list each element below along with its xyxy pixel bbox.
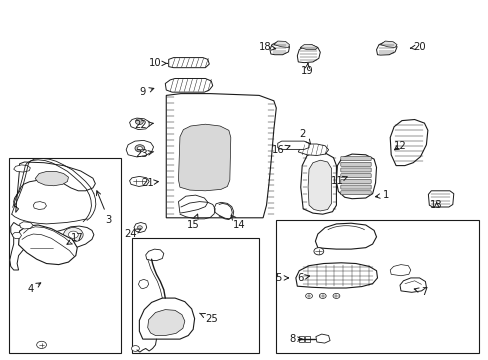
Circle shape	[63, 228, 83, 242]
Polygon shape	[269, 42, 289, 55]
Text: 2: 2	[298, 129, 310, 144]
Circle shape	[332, 293, 339, 298]
Polygon shape	[300, 152, 336, 214]
Polygon shape	[307, 160, 331, 211]
Polygon shape	[299, 336, 304, 342]
Bar	[276, 220, 478, 353]
Text: 23: 23	[135, 149, 153, 159]
Text: 24: 24	[124, 229, 141, 239]
Bar	[9, 158, 121, 353]
Bar	[132, 238, 259, 353]
FancyBboxPatch shape	[340, 157, 370, 161]
Text: 8: 8	[289, 334, 302, 344]
Polygon shape	[178, 195, 207, 213]
Circle shape	[37, 341, 46, 348]
Polygon shape	[297, 45, 320, 63]
Circle shape	[36, 243, 47, 252]
Text: 14: 14	[231, 215, 245, 230]
Polygon shape	[20, 222, 33, 229]
Circle shape	[137, 147, 142, 150]
Polygon shape	[389, 265, 410, 276]
Circle shape	[29, 239, 54, 257]
Text: 19: 19	[300, 63, 313, 76]
Polygon shape	[145, 249, 163, 261]
Text: 25: 25	[199, 313, 217, 324]
Polygon shape	[273, 41, 289, 48]
Polygon shape	[389, 120, 427, 166]
Polygon shape	[298, 144, 328, 156]
Polygon shape	[134, 222, 146, 233]
Polygon shape	[126, 140, 153, 157]
Circle shape	[137, 226, 142, 229]
Circle shape	[305, 293, 312, 298]
Polygon shape	[138, 279, 148, 289]
Polygon shape	[427, 191, 453, 207]
Circle shape	[135, 145, 144, 152]
Polygon shape	[147, 310, 184, 336]
Circle shape	[135, 119, 143, 125]
Text: 22: 22	[134, 120, 153, 130]
Text: 18: 18	[258, 42, 275, 52]
Text: 5: 5	[275, 273, 288, 283]
Text: 11: 11	[330, 176, 346, 186]
Polygon shape	[10, 222, 94, 270]
FancyBboxPatch shape	[340, 185, 370, 189]
Polygon shape	[139, 298, 194, 339]
Polygon shape	[315, 334, 329, 343]
Circle shape	[68, 231, 78, 238]
Polygon shape	[277, 141, 308, 149]
Text: 9: 9	[139, 87, 154, 97]
Text: 3: 3	[96, 191, 111, 225]
Polygon shape	[399, 278, 426, 292]
Polygon shape	[178, 124, 230, 191]
Text: 16: 16	[271, 145, 289, 156]
Polygon shape	[12, 233, 21, 239]
Polygon shape	[300, 45, 317, 50]
Text: 6: 6	[296, 273, 309, 283]
Text: 21: 21	[141, 178, 158, 188]
Text: 20: 20	[409, 42, 425, 52]
Polygon shape	[166, 94, 276, 218]
Polygon shape	[168, 58, 209, 68]
Polygon shape	[35, 171, 68, 186]
Polygon shape	[295, 263, 377, 288]
Polygon shape	[336, 154, 376, 199]
Text: 7: 7	[413, 287, 427, 297]
Text: 4: 4	[27, 283, 41, 294]
Polygon shape	[214, 202, 233, 219]
Polygon shape	[14, 165, 30, 172]
Polygon shape	[129, 176, 149, 186]
Polygon shape	[14, 162, 95, 212]
Polygon shape	[305, 336, 309, 342]
Text: 10: 10	[149, 58, 167, 68]
Text: 13: 13	[429, 200, 442, 210]
Polygon shape	[129, 118, 149, 130]
Circle shape	[319, 293, 325, 298]
FancyBboxPatch shape	[340, 168, 370, 172]
Circle shape	[313, 248, 323, 255]
Text: 12: 12	[393, 141, 406, 151]
Text: 1: 1	[375, 190, 389, 200]
Circle shape	[131, 346, 139, 351]
Text: 15: 15	[186, 214, 199, 230]
Polygon shape	[33, 202, 46, 210]
Polygon shape	[376, 42, 396, 55]
FancyBboxPatch shape	[340, 179, 370, 183]
FancyBboxPatch shape	[340, 162, 370, 166]
Polygon shape	[380, 41, 396, 48]
Polygon shape	[315, 223, 376, 249]
FancyBboxPatch shape	[340, 174, 370, 177]
Polygon shape	[19, 225, 77, 265]
Polygon shape	[165, 78, 212, 92]
Text: 17: 17	[67, 233, 83, 244]
FancyBboxPatch shape	[340, 191, 370, 195]
